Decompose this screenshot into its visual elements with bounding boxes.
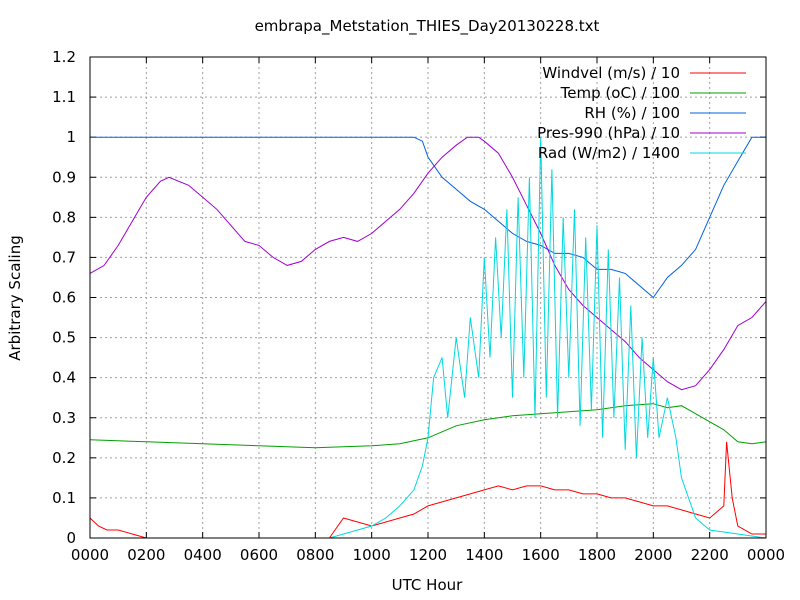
legend: Windvel (m/s) / 10 Temp (oC) / 100 RH (%) … [537, 64, 746, 162]
legend-label-5: Rad (W/m2) / 1400 [538, 144, 680, 162]
legend-label-3: RH (%) / 100 [584, 104, 680, 122]
series-line-5 [90, 137, 767, 539]
x-tick-label: 1200 [409, 546, 447, 564]
x-axis-label: UTC Hour [392, 576, 463, 594]
legend-label-2: Temp (oC) / 100 [560, 84, 680, 102]
x-tick-label: 0000 [71, 546, 109, 564]
x-tick-label: 1800 [578, 546, 616, 564]
series-line-3 [90, 136, 766, 299]
series-line-2 [89, 403, 767, 449]
y-tick-label: 0.5 [52, 329, 76, 347]
x-tick-label: 1600 [522, 546, 560, 564]
x-tick-label: 0200 [127, 546, 165, 564]
y-tick-label: 1.2 [52, 48, 76, 66]
y-tick-label: 0.9 [52, 168, 76, 186]
y-tick-label: 1.1 [52, 88, 76, 106]
plot-frame [89, 56, 767, 539]
y-tick-label: 0.2 [52, 449, 76, 467]
legend-label-1: Windvel (m/s) / 10 [542, 64, 680, 82]
x-tick-label: 2200 [691, 546, 729, 564]
x-tick-label: 2000 [634, 546, 672, 564]
legend-label-4: Pres-990 (hPa) / 10 [537, 124, 680, 142]
x-tick-label: 0600 [240, 546, 278, 564]
axis-ticks: 0 0.1 0.2 0.3 0.4 0.5 0.6 0.7 0.8 0.9 1 1.1 1.2 0000 0… [52, 48, 785, 564]
y-tick-label: 0.6 [52, 289, 76, 307]
y-tick-label: 1 [66, 128, 76, 146]
y-tick-label: 0.3 [52, 409, 76, 427]
x-tick-label: 1000 [353, 546, 391, 564]
y-tick-label: 0.7 [52, 248, 76, 266]
y-tick-label: 0.1 [52, 489, 76, 507]
series-line-4 [89, 136, 767, 391]
series-lines [89, 136, 767, 539]
x-tick-label: 0000 [747, 546, 785, 564]
y-axis-label: Arbitrary Scaling [6, 235, 24, 361]
x-tick-label: 0800 [296, 546, 334, 564]
chart-title: embrapa_Metstation_THIES_Day20130228.txt [255, 17, 600, 36]
x-tick-label: 0400 [184, 546, 222, 564]
y-tick-label: 0 [66, 529, 76, 547]
x-tick-label: 1400 [465, 546, 503, 564]
y-tick-label: 0.4 [52, 369, 76, 387]
y-tick-label: 0.8 [52, 208, 76, 226]
